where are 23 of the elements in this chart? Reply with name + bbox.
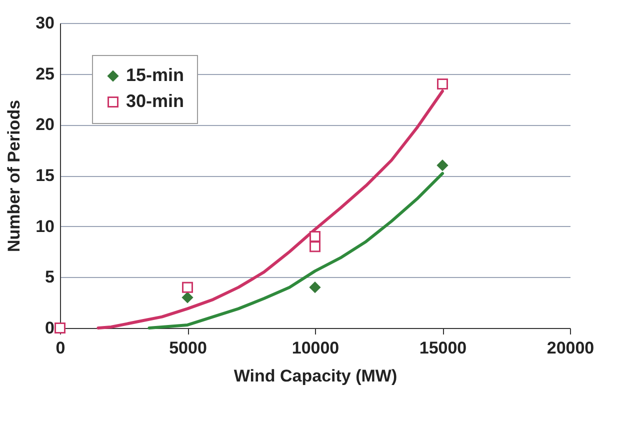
point [310,282,320,293]
x-tick-label: 5000 [169,338,207,358]
point [182,282,193,293]
point [310,241,320,252]
line-series [148,172,444,330]
legend-label: 15-min [126,65,184,85]
x-tick-label: 20000 [546,338,594,358]
point [437,160,448,171]
point [310,231,320,242]
y-tick-label: 0 [45,318,54,338]
y-axis-title: Number of Periods [4,100,24,252]
point [182,292,193,303]
point [437,78,448,90]
x-tick-label: 15000 [419,338,467,358]
y-tick-label: 5 [45,268,54,287]
y-tick-label: 30 [36,14,54,32]
x-tick-label: 10000 [292,338,340,358]
y-tick-label: 20 [36,115,54,134]
y-tick-label: 25 [36,64,54,84]
y-tick-label: 10 [36,216,54,236]
x-axis-title: Wind Capacity (MW) [234,366,398,386]
legend-label: 30-min [126,91,184,111]
y-tick-label: 15 [36,166,54,185]
